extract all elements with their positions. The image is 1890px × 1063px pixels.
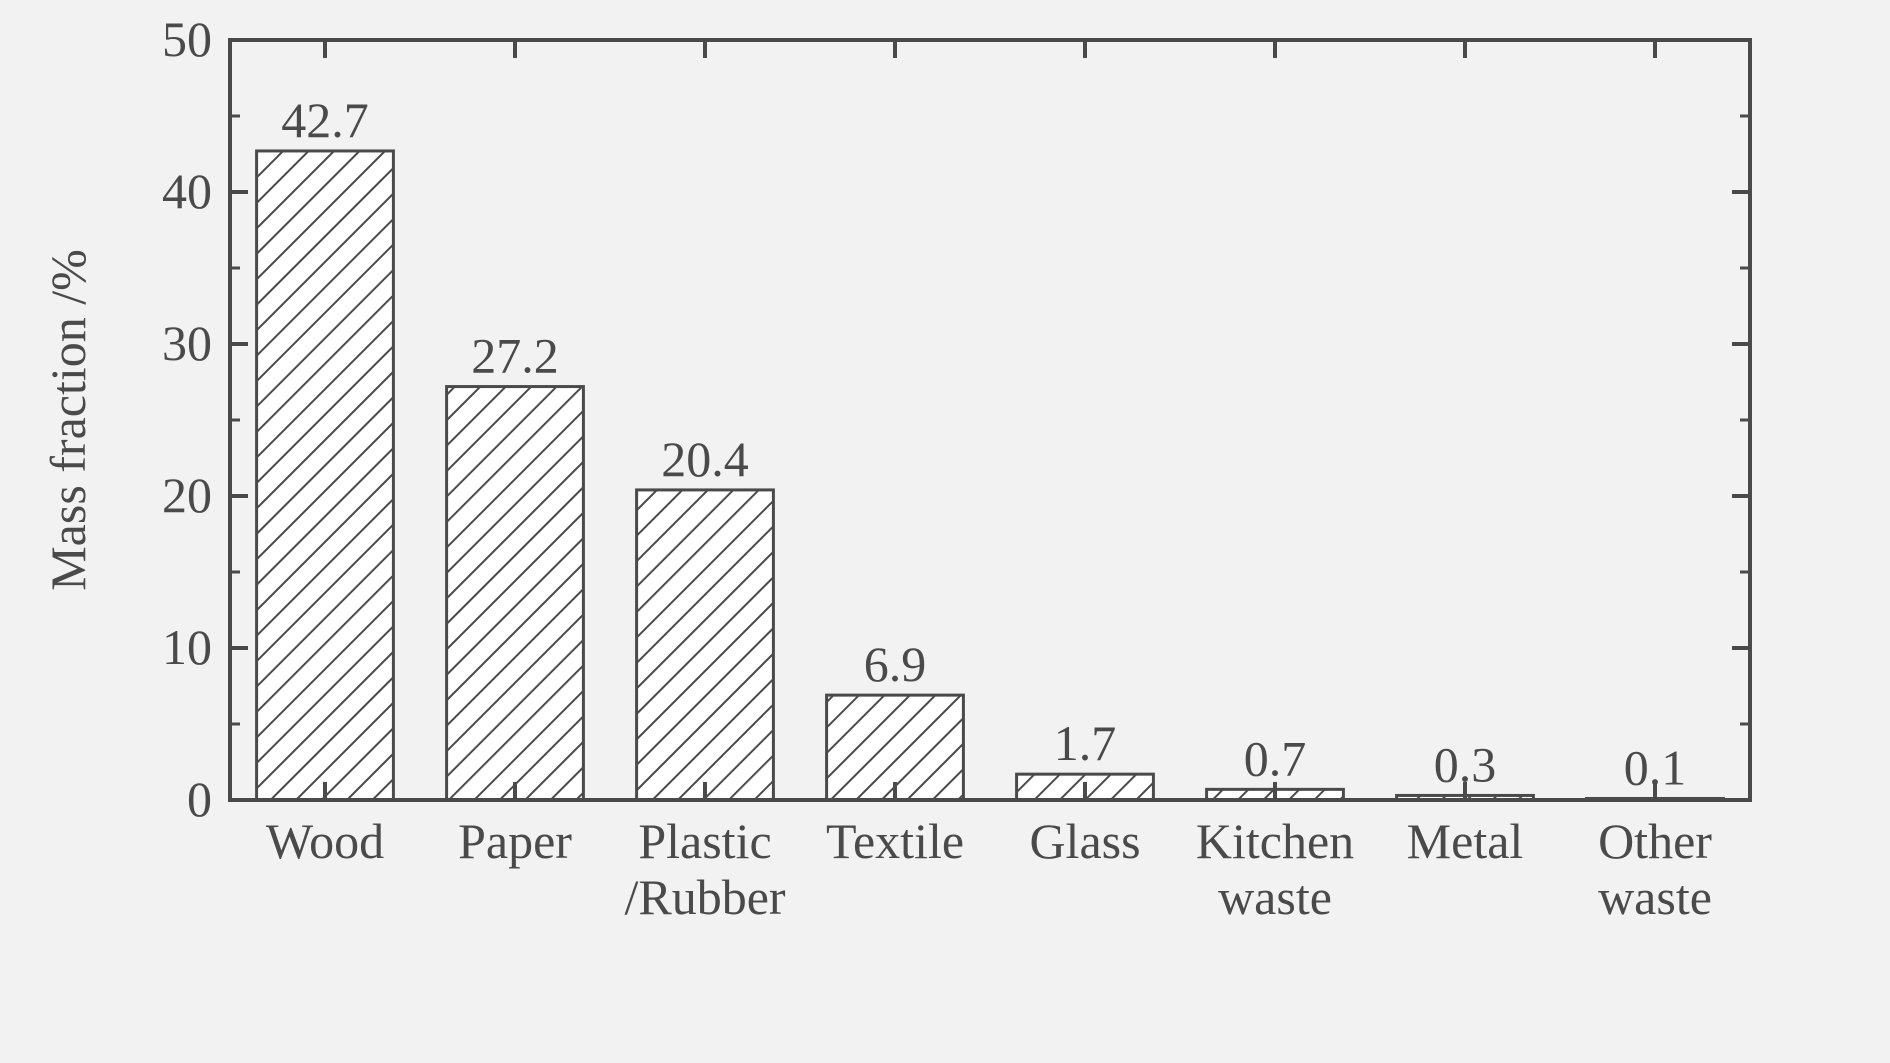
y-tick-label: 50: [162, 11, 212, 67]
bar-value-label: 27.2: [471, 328, 559, 384]
category-label: Metal: [1407, 813, 1524, 869]
y-tick-label: 40: [162, 163, 212, 219]
category-label: Paper: [458, 813, 572, 869]
bar-value-label: 42.7: [281, 92, 369, 148]
category-label: Otherwaste: [1598, 813, 1712, 925]
bar-value-label: 6.9: [864, 636, 927, 692]
bar-value-label: 1.7: [1054, 715, 1117, 771]
category-label: Kitchenwaste: [1196, 813, 1354, 925]
y-tick-label: 20: [162, 467, 212, 523]
y-tick-label: 10: [162, 619, 212, 675]
bar: 27.2: [447, 328, 584, 800]
category-label: Plastic/Rubber: [624, 813, 785, 925]
mass-fraction-bar-chart: 42.727.220.46.91.70.70.30.101020304050Wo…: [0, 0, 1890, 1063]
bar: 42.7: [257, 92, 394, 800]
category-label: Wood: [266, 813, 384, 869]
y-tick-label: 30: [162, 315, 212, 371]
bar-value-label: 20.4: [661, 431, 749, 487]
bar-value-label: 0.7: [1244, 730, 1307, 786]
chart-container: 42.727.220.46.91.70.70.30.101020304050Wo…: [0, 0, 1890, 1063]
y-tick-label: 0: [187, 771, 212, 827]
category-label: Textile: [826, 813, 964, 869]
category-label: Glass: [1029, 813, 1140, 869]
y-axis-label: Mass fraction /%: [40, 249, 96, 591]
